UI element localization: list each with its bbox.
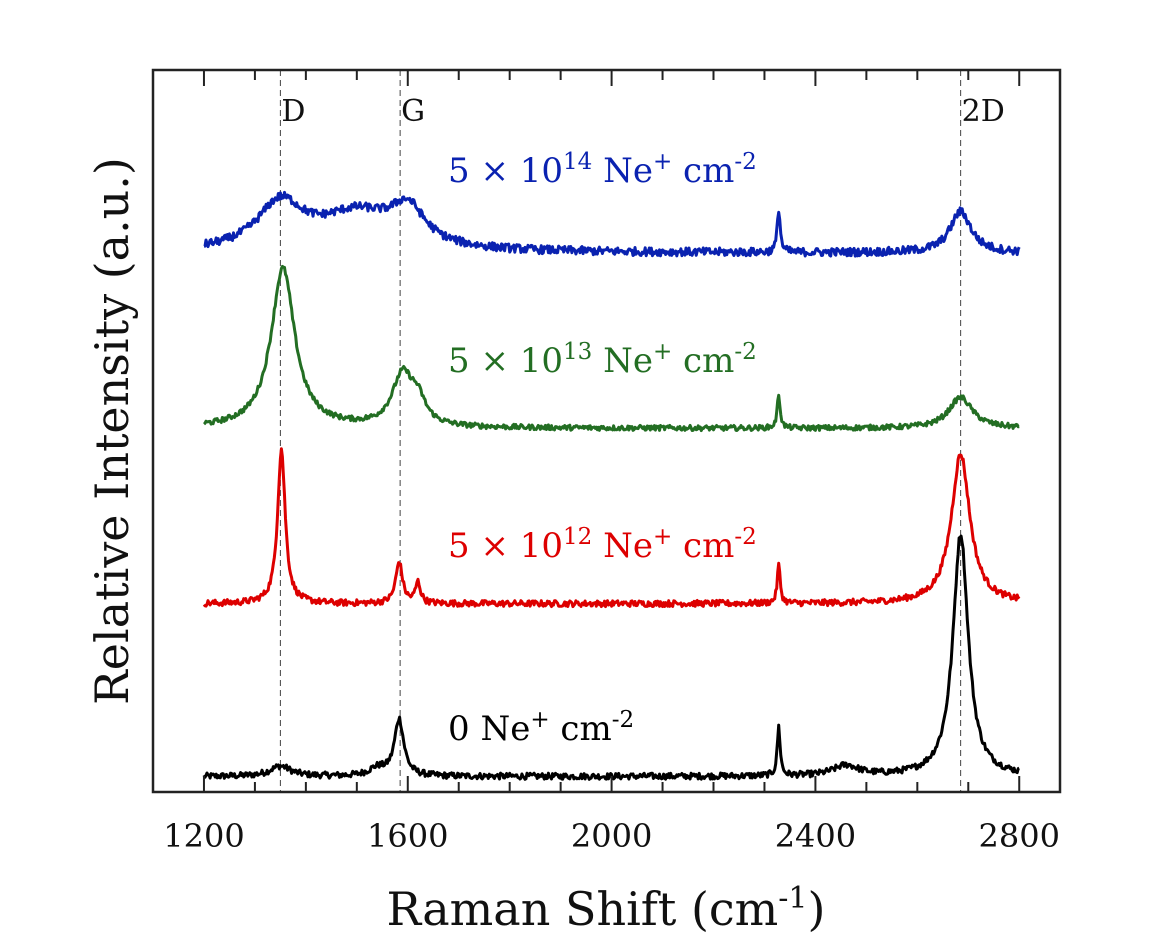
x-axis-label: Raman Shift (cm-1): [387, 881, 826, 937]
series-line-3: [203, 190, 1021, 258]
series-line-0: [202, 534, 1020, 781]
x-tick-label: 2000: [571, 817, 652, 855]
series-label-3: 5 × 1014 Ne+ cm-2: [448, 149, 757, 191]
x-tick-label: 2800: [979, 817, 1060, 855]
reference-label-G: G: [401, 94, 425, 129]
axes-frame: [151, 68, 1062, 794]
x-tick-label: 1200: [163, 817, 244, 855]
axes: [151, 68, 1062, 794]
y-axis-label: Relative Intensity (a.u.): [85, 157, 139, 705]
series-label-2: 5 × 1013 Ne+ cm-2: [448, 339, 757, 381]
reference-label-2D: 2D: [962, 94, 1005, 129]
series-line-2: [202, 264, 1020, 433]
series-line-1: [202, 447, 1021, 609]
reference-label-D: D: [281, 94, 305, 129]
x-tick-label: 1600: [367, 817, 448, 855]
series-label-0: 0 Ne+ cm-2: [448, 707, 634, 749]
x-tick-label: 2400: [775, 817, 856, 855]
series-label-1: 5 × 1012 Ne+ cm-2: [448, 524, 757, 566]
labels: D G 2D 0 Ne+ cm-2 5 × 1012 Ne+ cm-2 5 × 1013 …: [85, 94, 1060, 936]
plot-area: [202, 70, 1021, 792]
